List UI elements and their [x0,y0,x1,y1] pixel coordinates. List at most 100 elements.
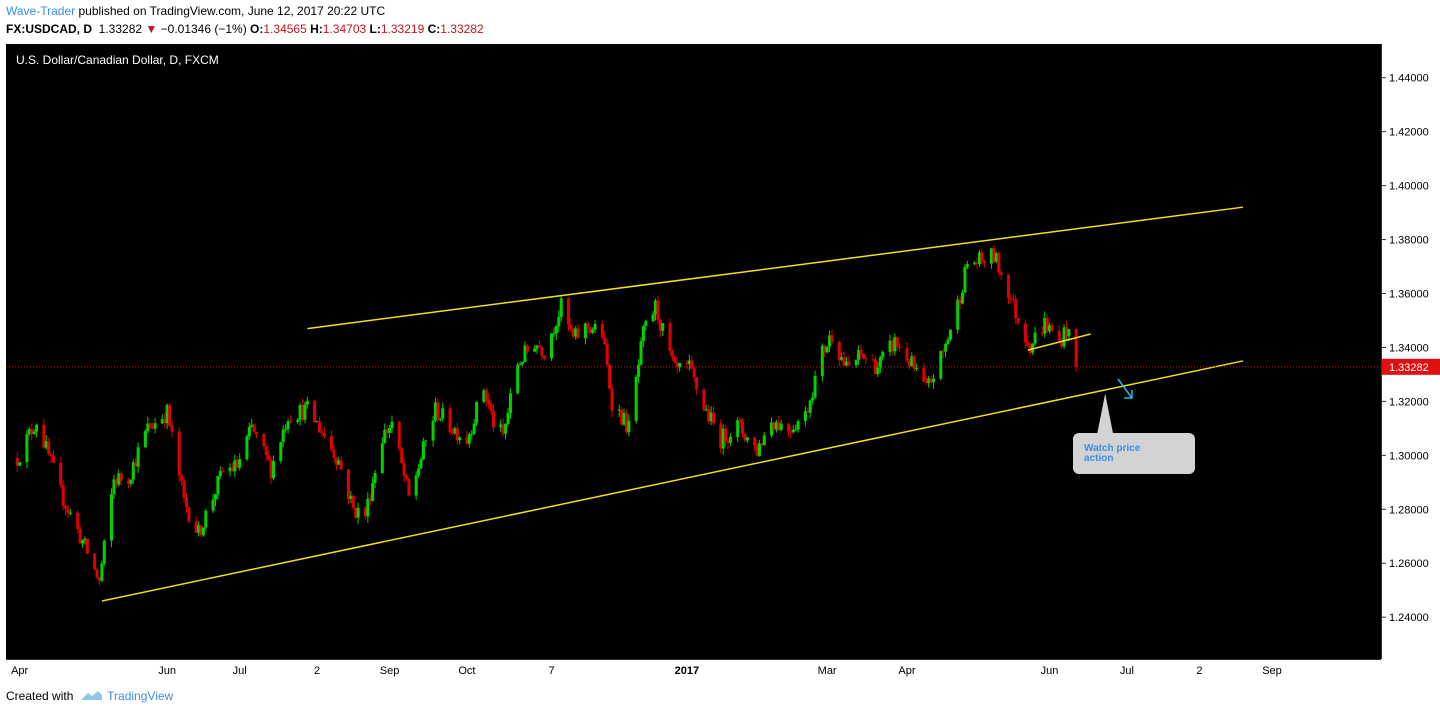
candle-body [366,498,370,517]
candle [627,414,631,437]
candle [622,408,626,427]
candle-body [888,340,892,352]
candle-body [436,402,440,420]
candle [859,344,863,361]
candle [605,338,609,367]
candle [777,415,781,432]
candle [721,424,725,455]
candle-body [963,266,967,293]
candle [762,432,766,446]
candle [380,437,384,474]
candle-body [112,479,116,495]
candle-body [487,399,491,404]
candle [85,538,89,555]
candle [436,398,440,423]
candle [136,442,140,473]
candle [1026,335,1030,348]
candle [823,344,827,358]
candle [371,476,375,502]
candle [1045,314,1049,334]
candle [559,295,563,322]
candle-body [719,423,723,449]
last-price: 1.33282 [98,22,143,36]
candle-body [854,359,858,366]
candle-body [944,344,948,352]
candle [975,257,979,270]
candle [337,456,341,466]
candle [574,325,578,340]
candle [757,439,761,457]
candle [419,456,423,469]
price-axis[interactable]: 1.44000 1.42000 1.40000 1.38000 1.36000 1.340… [1381,44,1440,659]
candle-body [383,429,387,444]
candle [753,436,757,452]
candle [1016,317,1020,326]
candle [247,422,251,440]
candle-body [704,409,708,411]
candle [755,440,759,458]
candle [160,414,164,425]
candle-body [861,353,865,359]
candle [148,422,152,429]
candle [724,424,728,447]
candle-body [66,508,70,513]
candle-body [180,475,184,481]
candle-body [745,437,749,441]
price-chart-svg: U.S. Dollar/Canadian Dollar, D, FXCM Wat… [6,53,1381,602]
candle [610,383,614,418]
candle-body [78,529,82,544]
candle-body [905,348,909,361]
markers-group: Watch price action [6,366,1381,474]
candle-body [608,364,612,389]
candle [1014,294,1018,324]
candle-body [247,426,251,437]
candle-body [992,248,996,262]
callout-text-line: Watch price [1084,443,1141,454]
author-link[interactable]: Wave-Trader [6,4,76,18]
candle-body [433,402,437,421]
candle [368,493,372,507]
candle-body [622,412,626,425]
candle-body [143,431,147,448]
candle-body [533,348,537,352]
candle-body [168,404,172,426]
candle-body [948,329,952,340]
candle-body [250,424,254,427]
chart-plot-area[interactable]: U.S. Dollar/Canadian Dollar, D, FXCM Wat… [6,44,1381,659]
candle [999,269,1003,280]
candle [102,539,106,567]
candle [656,296,660,325]
trendline [307,206,1244,330]
candle-body [1016,318,1020,324]
candle [712,406,716,426]
candle-body [197,525,201,533]
candle [235,455,239,469]
candle-body [465,437,469,444]
candle-body [1057,330,1061,341]
candle-body [1062,327,1066,347]
candle [741,418,745,438]
candle [888,334,892,357]
time-axis[interactable]: Apr Jun Jul 2 Sep Oct 7 2017 Mar Apr Jun Jul 2 Sep [6,659,1381,679]
candle [255,431,259,439]
candle [620,406,624,427]
candle [218,466,222,479]
candle-body [414,475,418,496]
x-tick-label: Apr [11,665,28,677]
low-label: L: [369,22,381,36]
candle [1062,324,1066,350]
candle [944,342,948,358]
candle-body [238,459,242,468]
candle-body [774,422,778,430]
candle-body [363,507,367,517]
candle-body [458,437,462,441]
candle-body [131,462,135,480]
candle [786,422,790,438]
candle-body [339,460,343,470]
candle [95,567,99,580]
tradingview-brand[interactable]: TradingView [107,689,174,703]
candle [93,552,97,571]
candle-body [64,505,68,509]
candle-body [1045,318,1049,332]
candle-body [303,404,307,420]
